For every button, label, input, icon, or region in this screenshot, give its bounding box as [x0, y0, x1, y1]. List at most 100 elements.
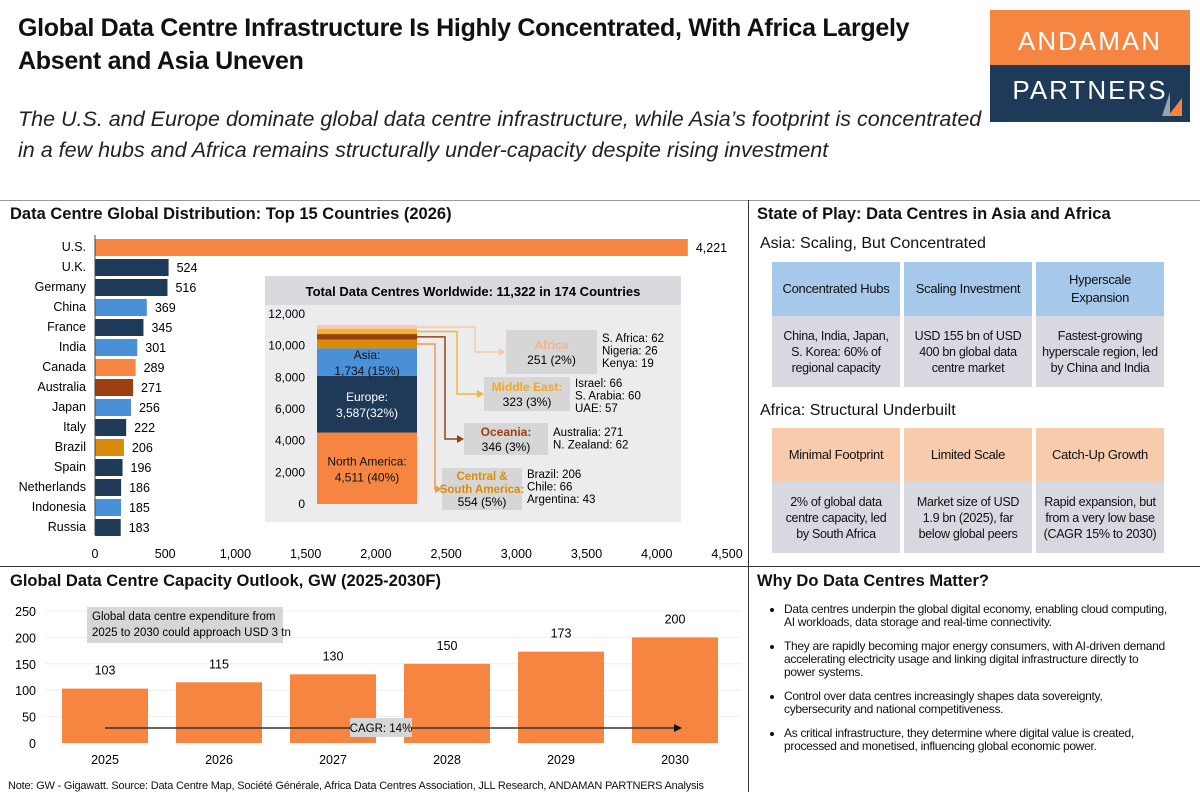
expenditure-note: Global data centre expenditure from 2025 …: [92, 611, 291, 639]
capacity-bar-2028: [404, 663, 490, 743]
segment-label: Europe:: [346, 390, 388, 404]
callout-detail: Kenya: 19: [602, 358, 654, 370]
card-body: USD 155 bn of USD 400 bn global data cen…: [904, 316, 1032, 387]
x-tick-label: 2025: [91, 753, 119, 767]
regional-stacked-chart: Total Data Centres Worldwide: 11,322 in …: [265, 276, 681, 522]
callout-arrow: [417, 336, 458, 440]
capacity-bar-2029: [518, 651, 604, 743]
x-tick-label: 1,500: [290, 547, 321, 561]
asia-card: Hyperscale Expansion Fastest-growing hype…: [1036, 262, 1164, 387]
bar-indonesia: [95, 499, 121, 516]
y-tick-label: 250: [15, 605, 36, 619]
bar-australia: [95, 379, 134, 396]
callout-box: [442, 468, 522, 510]
country-label: Canada: [42, 360, 86, 374]
y-tick-label: 8,000: [275, 370, 305, 384]
y-tick-label: 200: [15, 631, 36, 645]
state-of-play-title: State of Play: Data Centres in Asia and …: [757, 205, 1111, 223]
country-label: Brazil: [55, 440, 86, 454]
footer-note: Note: GW - Gigawatt. Source: Data Centre…: [8, 780, 704, 792]
afr-card: Limited Scale Market size of USD 1.9 bn (…: [904, 428, 1032, 553]
callout-label: Central &: [456, 471, 507, 483]
arrowhead-icon: [499, 348, 506, 356]
x-tick-label: 2026: [205, 753, 233, 767]
card-heading: Concentrated Hubs: [772, 262, 900, 316]
y-tick-label: 100: [15, 684, 36, 698]
x-tick-label: 1,000: [220, 547, 251, 561]
value-label: 369: [155, 301, 176, 315]
value-label: 186: [129, 481, 150, 495]
callout-detail: Australia: 271: [553, 427, 623, 439]
y-tick-label: 50: [22, 711, 36, 725]
top15-bar-chart: U.S. 4,221 U.K. 524 Germany 516 China 369 France…: [19, 235, 743, 561]
x-tick-label: 2027: [319, 753, 347, 767]
segment-label: North America:: [327, 454, 406, 468]
callout-box: [484, 377, 570, 411]
segment-label: Asia:: [354, 348, 381, 362]
stack-segment-oceania: [317, 334, 417, 340]
country-label: Netherlands: [19, 480, 86, 494]
bar-canada: [95, 359, 136, 376]
card-heading: Limited Scale: [904, 428, 1032, 482]
callout-detail: UAE: 57: [575, 403, 618, 415]
bullet-item: They are rapidly becoming major energy c…: [784, 640, 1168, 679]
value-label: 130: [323, 649, 344, 663]
bar-germany: [95, 279, 168, 296]
page-subtitle: The U.S. and Europe dominate global data…: [18, 107, 982, 162]
value-label: 196: [131, 461, 152, 475]
value-label: 271: [141, 381, 162, 395]
callout-label: Africa: [534, 338, 568, 352]
country-label: Italy: [63, 420, 87, 434]
cagr-label: CAGR: 14%: [350, 723, 413, 735]
y-tick-label: 150: [15, 658, 36, 672]
bar-italy: [95, 419, 127, 436]
stack-segment-africa: [317, 324, 417, 329]
value-label: 4,221: [696, 241, 727, 255]
y-tick-label: 10,000: [268, 339, 305, 353]
value-label: 173: [551, 627, 572, 641]
value-label: 524: [177, 261, 198, 275]
value-label: 256: [139, 401, 160, 415]
country-label: Russia: [48, 520, 86, 534]
note-line: 2025 to 2030 could approach USD 3 tn: [92, 627, 291, 639]
y-tick-label: 12,000: [268, 307, 305, 321]
card-heading: Catch-Up Growth: [1036, 428, 1164, 482]
callout-value: 251 (2%): [527, 353, 576, 367]
card-heading: Scaling Investment: [904, 262, 1032, 316]
callout-arrow: [417, 326, 500, 353]
callout-detail: Brazil: 206: [527, 469, 581, 481]
country-label: Indonesia: [32, 500, 86, 514]
sail-icon: [1162, 92, 1182, 116]
x-tick-label: 0: [92, 547, 99, 561]
capacity-bar-2025: [62, 688, 148, 743]
card-body: 2% of global data centre capacity, led b…: [772, 482, 900, 553]
callout-detail: Nigeria: 26: [602, 346, 658, 358]
x-tick-label: 2,500: [430, 547, 461, 561]
value-label: 345: [151, 321, 172, 335]
arrowhead-icon: [457, 435, 464, 443]
arrowhead-icon: [477, 390, 484, 398]
y-tick-label: 0: [29, 737, 36, 751]
card-body: China, India, Japan, S. Korea: 60% of re…: [772, 316, 900, 387]
stack-segment-middle-east: [317, 328, 417, 335]
logo-top-text: ANDAMAN: [990, 10, 1190, 65]
x-tick-label: 4,000: [641, 547, 672, 561]
value-label: 103: [95, 664, 116, 678]
bullet-item: Data centres underpin the global digital…: [784, 603, 1168, 629]
value-label: 115: [209, 657, 229, 671]
callout-arrow: [417, 330, 478, 395]
card-body: Rapid expansion, but from a very low bas…: [1036, 482, 1164, 553]
country-label: Japan: [52, 400, 86, 414]
x-tick-label: 2030: [661, 753, 689, 767]
callout-box: [506, 330, 597, 374]
inset-title: Total Data Centres Worldwide: 11,322 in …: [306, 284, 641, 299]
bar-uk: [95, 259, 169, 276]
card-heading: Minimal Footprint: [772, 428, 900, 482]
stack-segment-europe: [317, 375, 417, 433]
why-matters-title: Why Do Data Centres Matter?: [757, 572, 989, 590]
bar-india: [95, 339, 138, 356]
inset-header: [265, 276, 681, 305]
divider: [0, 200, 1200, 201]
card-body: Fastest-growing hyperscale region, led b…: [1036, 316, 1164, 387]
x-tick-label: 500: [155, 547, 176, 561]
